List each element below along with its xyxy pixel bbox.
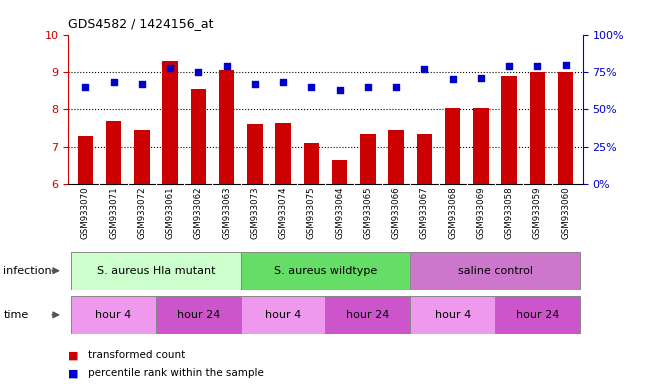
Point bbox=[306, 84, 316, 90]
Point bbox=[165, 65, 175, 71]
Bar bbox=[275, 122, 291, 184]
Bar bbox=[417, 134, 432, 184]
Text: GSM933062: GSM933062 bbox=[194, 187, 203, 240]
Bar bbox=[445, 108, 460, 184]
Bar bbox=[332, 160, 348, 184]
Text: GSM933059: GSM933059 bbox=[533, 187, 542, 239]
Bar bbox=[71, 296, 156, 334]
Text: GSM933065: GSM933065 bbox=[363, 187, 372, 240]
Text: hour 4: hour 4 bbox=[96, 310, 132, 320]
Bar bbox=[106, 121, 121, 184]
Text: GSM933068: GSM933068 bbox=[448, 187, 457, 240]
Bar bbox=[473, 108, 489, 184]
Bar bbox=[501, 76, 517, 184]
Text: S. aureus wildtype: S. aureus wildtype bbox=[274, 266, 377, 276]
Point bbox=[249, 81, 260, 87]
Text: GSM933064: GSM933064 bbox=[335, 187, 344, 240]
Text: saline control: saline control bbox=[458, 266, 533, 276]
Text: GSM933058: GSM933058 bbox=[505, 187, 514, 240]
Bar bbox=[410, 296, 495, 334]
Bar bbox=[156, 296, 241, 334]
Text: hour 24: hour 24 bbox=[176, 310, 220, 320]
Text: GSM933060: GSM933060 bbox=[561, 187, 570, 240]
Bar bbox=[326, 296, 410, 334]
Text: S. aureus Hla mutant: S. aureus Hla mutant bbox=[97, 266, 215, 276]
Bar bbox=[241, 296, 326, 334]
Bar bbox=[241, 252, 410, 290]
Bar bbox=[162, 61, 178, 184]
Bar bbox=[77, 136, 93, 184]
Text: hour 24: hour 24 bbox=[346, 310, 389, 320]
Bar bbox=[389, 130, 404, 184]
Point bbox=[363, 84, 373, 90]
Text: GSM933071: GSM933071 bbox=[109, 187, 118, 240]
Point bbox=[533, 63, 543, 69]
Text: GSM933070: GSM933070 bbox=[81, 187, 90, 240]
Text: GSM933066: GSM933066 bbox=[392, 187, 400, 240]
Bar bbox=[495, 296, 580, 334]
Text: time: time bbox=[3, 310, 29, 320]
Text: GSM933061: GSM933061 bbox=[165, 187, 174, 240]
Bar bbox=[530, 72, 545, 184]
Point bbox=[504, 63, 514, 69]
Point bbox=[221, 63, 232, 69]
Text: GSM933063: GSM933063 bbox=[222, 187, 231, 240]
Point bbox=[447, 76, 458, 83]
Bar bbox=[71, 252, 241, 290]
Point bbox=[561, 61, 571, 68]
Point bbox=[419, 66, 430, 72]
Bar bbox=[191, 89, 206, 184]
Text: ■: ■ bbox=[68, 350, 79, 360]
Text: hour 4: hour 4 bbox=[434, 310, 471, 320]
Point bbox=[80, 84, 90, 90]
Bar bbox=[558, 72, 574, 184]
Text: GSM933075: GSM933075 bbox=[307, 187, 316, 240]
Text: GSM933074: GSM933074 bbox=[279, 187, 288, 240]
Text: hour 24: hour 24 bbox=[516, 310, 559, 320]
Text: GDS4582 / 1424156_at: GDS4582 / 1424156_at bbox=[68, 17, 214, 30]
Point bbox=[137, 81, 147, 87]
Point bbox=[108, 79, 118, 86]
Bar bbox=[219, 70, 234, 184]
Point bbox=[391, 84, 402, 90]
Point bbox=[335, 87, 345, 93]
Text: GSM933069: GSM933069 bbox=[477, 187, 486, 239]
Bar bbox=[134, 130, 150, 184]
Text: infection: infection bbox=[3, 266, 52, 276]
Text: GSM933072: GSM933072 bbox=[137, 187, 146, 240]
Text: transformed count: transformed count bbox=[88, 350, 185, 360]
Bar bbox=[410, 252, 580, 290]
Bar bbox=[360, 134, 376, 184]
Text: GSM933067: GSM933067 bbox=[420, 187, 429, 240]
Point bbox=[476, 75, 486, 81]
Text: ■: ■ bbox=[68, 368, 79, 378]
Point bbox=[193, 69, 204, 75]
Bar bbox=[247, 124, 262, 184]
Text: GSM933073: GSM933073 bbox=[251, 187, 259, 240]
Text: hour 4: hour 4 bbox=[265, 310, 301, 320]
Text: percentile rank within the sample: percentile rank within the sample bbox=[88, 368, 264, 378]
Bar bbox=[303, 143, 319, 184]
Point bbox=[278, 79, 288, 86]
